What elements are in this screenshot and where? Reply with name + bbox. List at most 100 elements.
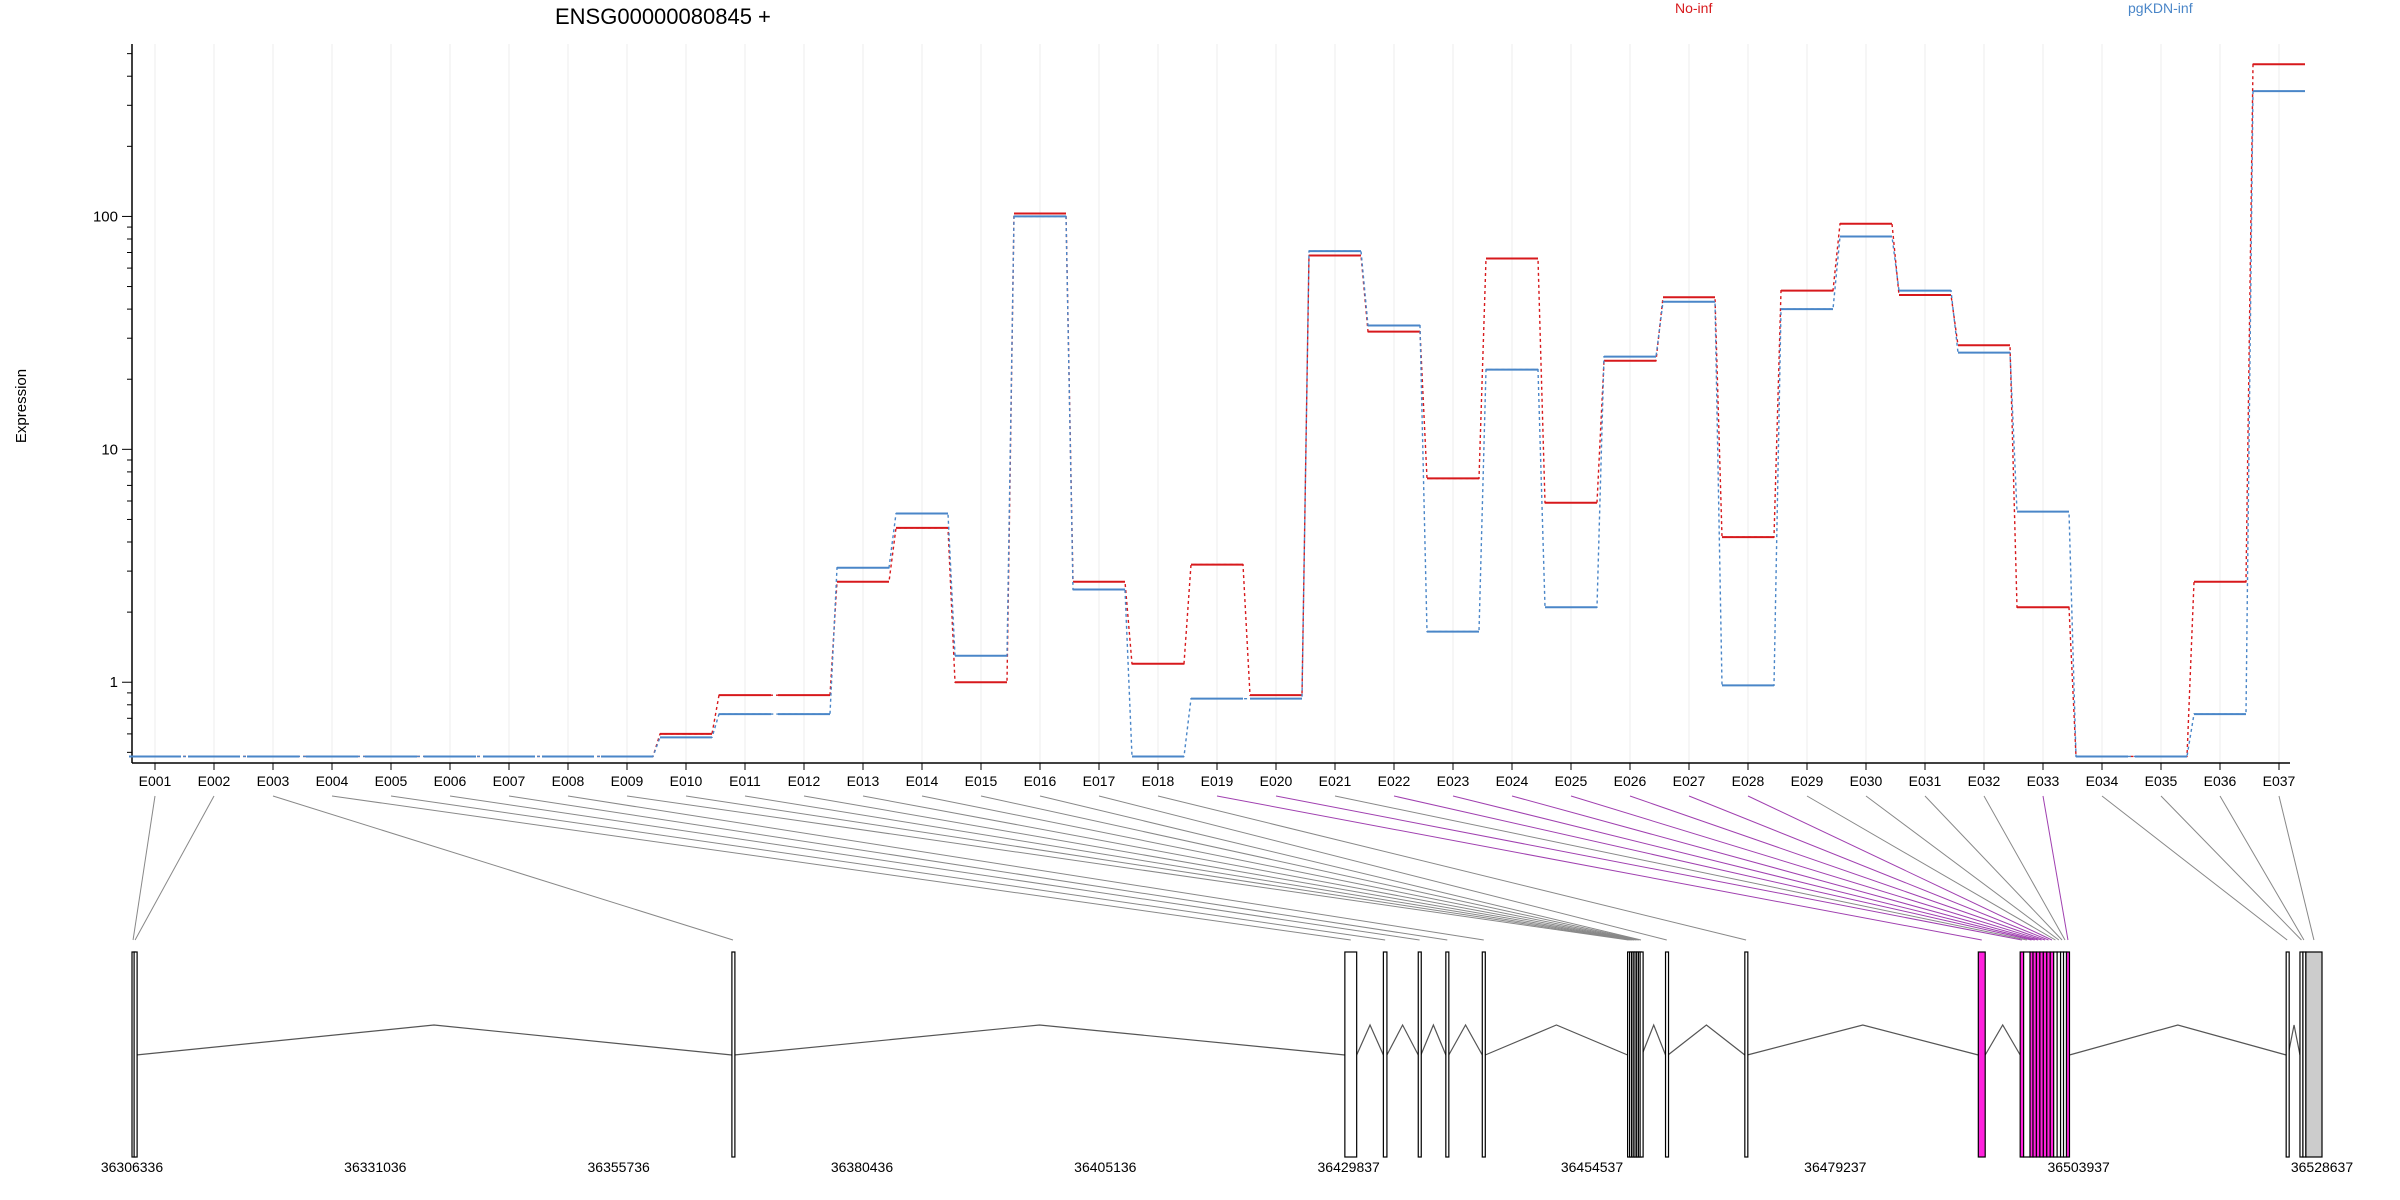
x-tick-label-e031: E031	[1909, 773, 1942, 789]
x-tick-label-e017: E017	[1083, 773, 1116, 789]
x-tick-label-e028: E028	[1732, 773, 1765, 789]
x-tick-label-e027: E027	[1673, 773, 1706, 789]
x-tick-label-e003: E003	[257, 773, 290, 789]
x-tick-label-e007: E007	[493, 773, 526, 789]
genomic-coordinate-label: 36380436	[831, 1159, 894, 1175]
connector-e027	[1688, 795, 2049, 941]
genomic-coordinate-label: 36528637	[2291, 1159, 2354, 1175]
x-tick-label-e037: E037	[2263, 773, 2296, 789]
connector-e008	[567, 795, 1484, 941]
connector-e015	[980, 795, 1640, 941]
connector-e016	[1039, 795, 1642, 941]
connector-e037	[2278, 795, 2315, 941]
connector-e019	[1216, 795, 1982, 941]
connector-e004	[331, 795, 1351, 941]
connector-e010	[685, 795, 1631, 941]
connector-e034	[2101, 795, 2288, 941]
axes: 1 10 100	[93, 44, 2290, 764]
intron	[1485, 1024, 1628, 1056]
y-axis-label: Expression	[13, 369, 30, 443]
intron	[734, 1024, 1345, 1056]
connector-e035	[2160, 795, 2302, 941]
y-tick-label: 10	[101, 441, 118, 458]
connector-e036	[2219, 795, 2305, 941]
exon-box-e018	[1744, 951, 1749, 1158]
y-tick-label: 1	[110, 674, 118, 691]
x-tick-label-e012: E012	[788, 773, 821, 789]
genomic-coordinate-label: 36479237	[1804, 1159, 1867, 1175]
x-tick-label-e006: E006	[434, 773, 467, 789]
exon-box-e002	[133, 951, 138, 1158]
connector-e007	[508, 795, 1448, 941]
intron	[1984, 1023, 2021, 1056]
x-tick-label-e008: E008	[552, 773, 585, 789]
x-tick-label-e015: E015	[965, 773, 998, 789]
connector-e020	[1275, 795, 2022, 941]
genomic-coordinate-labels: 36306336 36331036 36355736 36380436 36405136…	[101, 1159, 2354, 1175]
x-tick-label-e010: E010	[670, 773, 703, 789]
exon-box-e004	[1344, 951, 1358, 1158]
exon-box-e016	[1639, 951, 1644, 1158]
exon-box-e034	[2285, 951, 2290, 1158]
genomic-coordinate-label: 36503937	[2048, 1159, 2111, 1175]
connector-e025	[1570, 795, 2042, 941]
series-pgkdn-inf	[129, 90, 2305, 758]
exon-box-e021	[2023, 951, 2031, 1158]
x-tick-label-e036: E036	[2204, 773, 2237, 789]
connector-e017	[1098, 795, 1667, 941]
x-tick-label-e033: E033	[2027, 773, 2060, 789]
intron	[2287, 1024, 2301, 1056]
connector-e023	[1452, 795, 2035, 941]
chart-title: ENSG00000080845 +	[555, 4, 771, 29]
x-tick-label-e011: E011	[729, 773, 761, 789]
series-layer	[129, 63, 2305, 758]
x-tick-label-e009: E009	[611, 773, 644, 789]
connector-e029	[1806, 795, 2056, 941]
x-tick-label-e023: E023	[1437, 773, 1470, 789]
x-tick-label-e024: E024	[1496, 773, 1529, 789]
exon-box-e007	[1445, 951, 1450, 1158]
x-tick-label-e030: E030	[1850, 773, 1883, 789]
connector-e026	[1629, 795, 2046, 941]
genomic-coordinate-label: 36355736	[588, 1159, 651, 1175]
connector-e013	[862, 795, 1636, 941]
x-tick-label-e013: E013	[847, 773, 880, 789]
connector-e030	[1865, 795, 2060, 941]
grid	[154, 44, 2280, 763]
connector-e003	[272, 795, 734, 941]
intron	[1747, 1024, 1979, 1056]
x-tick-label-e001: E001	[139, 773, 172, 789]
exon-box-e017	[1664, 951, 1670, 1158]
connector-e024	[1511, 795, 2039, 941]
x-tick-label-e026: E026	[1614, 773, 1647, 789]
x-tick-label-e035: E035	[2145, 773, 2178, 789]
y-tick-label: 100	[93, 208, 118, 225]
x-tick-label-e034: E034	[2086, 773, 2119, 789]
connector-e005	[390, 795, 1386, 941]
x-tick-label-e020: E020	[1260, 773, 1293, 789]
connector-e032	[1983, 795, 2066, 941]
x-tick-label-e021: E021	[1319, 773, 1352, 789]
x-tick-label-e032: E032	[1968, 773, 2001, 789]
legend-pgkdn-inf: pgKDN-inf	[2128, 0, 2193, 16]
x-tick-label-e025: E025	[1555, 773, 1588, 789]
exon-box-e019	[1977, 951, 1986, 1158]
intron	[1356, 1023, 1384, 1056]
x-tick-label-e004: E004	[316, 773, 349, 789]
x-tick-label-e018: E018	[1142, 773, 1175, 789]
intron	[1641, 1023, 1667, 1056]
connector-e012	[803, 795, 1635, 941]
x-tick-label-e029: E029	[1791, 773, 1824, 789]
connector-e021	[1334, 795, 2027, 941]
genomic-coordinate-label: 36331036	[344, 1159, 407, 1175]
connector-e014	[921, 795, 1638, 941]
x-tick-label-e014: E014	[906, 773, 939, 789]
intron	[2069, 1024, 2287, 1056]
x-tick-label-e016: E016	[1024, 773, 1057, 789]
series-path	[129, 90, 2305, 758]
genomic-coordinate-label: 36429837	[1318, 1159, 1381, 1175]
intron	[1420, 1023, 1447, 1056]
gene-model	[131, 951, 2323, 1158]
exon-box-e006	[1417, 951, 1422, 1158]
